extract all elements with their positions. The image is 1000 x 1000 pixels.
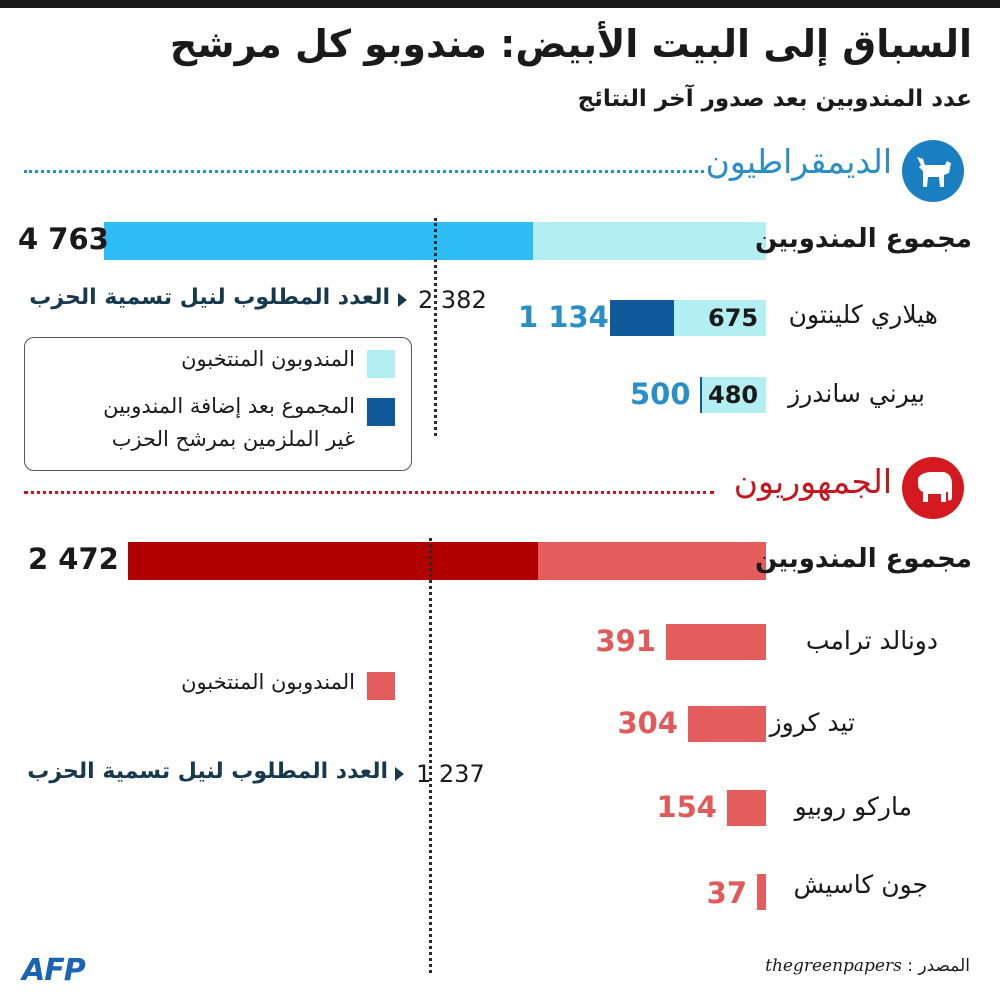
legend-pledged-swatch — [367, 350, 395, 378]
cruz-value: 304 — [617, 706, 678, 740]
dem-total-value: 4 763 — [18, 222, 109, 256]
afp-logo: AFP — [22, 953, 86, 988]
dem-threshold-value: 2 382 — [418, 286, 487, 314]
trump-name: دونالد ترامب — [805, 626, 938, 655]
sanders-pledged-segment — [700, 377, 766, 413]
dem-divider — [24, 170, 704, 173]
elephant-icon — [902, 457, 964, 519]
kasich-value: 37 — [706, 876, 747, 910]
rubio-name: ماركو روبيو — [794, 792, 912, 821]
rep-threshold-label: العدد المطلوب لنيل تسمية الحزب — [27, 759, 388, 784]
rep-total-counted-segment — [538, 542, 766, 580]
clinton-pledged-segment — [674, 300, 766, 336]
rubio-value: 154 — [656, 790, 717, 824]
top-rule — [0, 0, 1000, 8]
rep-legend-label: المندوبون المنتخبون — [181, 670, 355, 694]
rubio-bar — [727, 790, 766, 826]
source-label: المصدر : — [907, 956, 970, 976]
sanders-name: بيرني ساندرز — [788, 379, 925, 408]
clinton-name: هيلاري كلينتون — [788, 300, 938, 329]
sanders-bar — [700, 377, 766, 413]
kasich-name: جون كاسيش — [793, 870, 928, 899]
cruz-name: تيد كروز — [769, 708, 855, 737]
kasich-bar — [757, 874, 766, 910]
rep-party-label: الجمهوريون — [733, 462, 892, 501]
sanders-pledged-value: 480 — [708, 381, 759, 409]
rep-legend-swatch — [367, 672, 395, 700]
donkey-icon — [902, 140, 964, 202]
dem-threshold-arrow-icon — [398, 293, 407, 307]
dem-total-label: مجموع المندوبين — [754, 224, 972, 254]
dem-threshold-line — [434, 218, 437, 436]
page-title: السباق إلى البيت الأبيض: مندوبو كل مرشح — [169, 22, 972, 66]
clinton-total-value: 1 134 — [518, 300, 609, 334]
dem-total-super-segment — [104, 222, 533, 260]
rep-threshold-value: 1 237 — [416, 760, 485, 788]
rep-threshold-arrow-icon — [395, 767, 404, 781]
rep-total-bar — [128, 542, 766, 580]
legend-super-label-line2: غير الملزمين بمرشح الحزب — [111, 427, 355, 451]
sanders-total-value: 500 — [630, 377, 691, 411]
rep-total-value: 2 472 — [28, 542, 119, 576]
legend-super-label-line1: المجموع بعد إضافة المندوبين — [103, 394, 355, 418]
rep-total-label: مجموع المندوبين — [754, 544, 972, 574]
page-subtitle: عدد المندوبين بعد صدور آخر النتائج — [577, 86, 972, 112]
clinton-bar — [610, 300, 766, 336]
legend-super-swatch — [367, 398, 395, 426]
trump-bar — [666, 624, 766, 660]
clinton-super-segment — [610, 300, 674, 336]
rep-threshold-line — [429, 538, 432, 973]
source-line: المصدر : thegreenpapers — [765, 956, 970, 976]
legend-pledged-label: المندوبون المنتخبون — [181, 347, 355, 371]
rep-total-remaining-segment — [128, 542, 538, 580]
source-name: thegreenpapers — [765, 956, 902, 976]
sanders-super-segment — [700, 377, 702, 413]
dem-threshold-label: العدد المطلوب لنيل تسمية الحزب — [29, 285, 390, 310]
clinton-pledged-value: 675 — [708, 304, 759, 332]
rep-divider — [24, 491, 714, 494]
cruz-bar — [688, 706, 766, 742]
dem-legend — [24, 337, 412, 471]
dem-party-label: الديمقراطيون — [705, 142, 892, 181]
trump-value: 391 — [595, 624, 656, 658]
